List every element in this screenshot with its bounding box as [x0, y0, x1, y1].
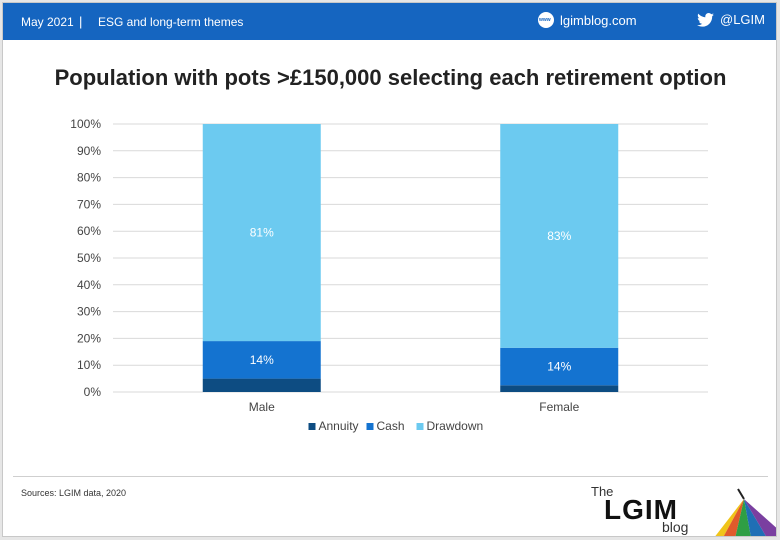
legend-swatch — [366, 423, 374, 430]
data-label: 14% — [250, 353, 274, 367]
bar-segment — [500, 347, 619, 386]
lgim-blog-logo: The LGIM blog — [588, 481, 776, 536]
y-tick-label: 20% — [77, 331, 101, 345]
y-tick-label: 40% — [77, 278, 101, 292]
bar-segment — [202, 378, 321, 392]
stacked-bar-chart: 0% 10% 20% 30% 40% 50% 60% 70% 80% 90% 100% 14% 81% M… — [70, 117, 708, 433]
chart-title: Population with pots >£150,000 selecting… — [54, 65, 727, 90]
y-tick-label: 80% — [77, 171, 101, 185]
header-theme: ESG and long-term themes — [98, 15, 244, 29]
site-link-label: lgimblog.com — [560, 12, 637, 28]
twitter-link[interactable]: @LGIM — [697, 12, 765, 27]
twitter-handle: @LGIM — [720, 12, 765, 27]
bar-segment — [500, 124, 619, 348]
header-bar: May 2021 | ESG and long-term themes lgim… — [3, 3, 776, 40]
y-tick-label: 60% — [77, 224, 101, 238]
bar-segment — [202, 124, 321, 342]
y-tick-label: 50% — [77, 251, 101, 265]
data-label: 14% — [547, 360, 571, 374]
legend-label: Annuity — [319, 419, 359, 433]
legend-swatch — [308, 423, 316, 430]
y-tick-label: 70% — [77, 197, 101, 211]
header-separator: | — [79, 14, 83, 29]
logo-the: The — [591, 484, 614, 499]
legend-label: Drawdown — [427, 419, 484, 433]
twitter-icon — [697, 12, 714, 27]
y-tick-label: 90% — [77, 144, 101, 158]
logo-blog: blog — [662, 519, 689, 535]
legend-swatch — [416, 423, 424, 430]
y-tick-label: 30% — [77, 305, 101, 319]
x-tick-label: Male — [249, 400, 275, 414]
data-label: 83% — [547, 229, 571, 243]
bar-segment — [202, 341, 321, 379]
logo-lgim: LGIM — [604, 494, 678, 525]
legend-label: Cash — [377, 419, 405, 433]
header-date: May 2021 — [21, 15, 74, 29]
y-tick-label: 100% — [70, 117, 101, 131]
umbrella-icon — [715, 488, 776, 536]
data-label: 81% — [250, 226, 274, 240]
site-link[interactable]: lgimblog.com — [538, 12, 637, 28]
x-tick-label: Female — [539, 400, 579, 414]
bar-segment — [500, 385, 619, 392]
y-tick-label: 0% — [84, 385, 102, 399]
globe-icon — [538, 12, 554, 28]
y-tick-label: 10% — [77, 358, 101, 372]
footer-divider — [13, 476, 768, 477]
source-note: Sources: LGIM data, 2020 — [21, 488, 127, 498]
